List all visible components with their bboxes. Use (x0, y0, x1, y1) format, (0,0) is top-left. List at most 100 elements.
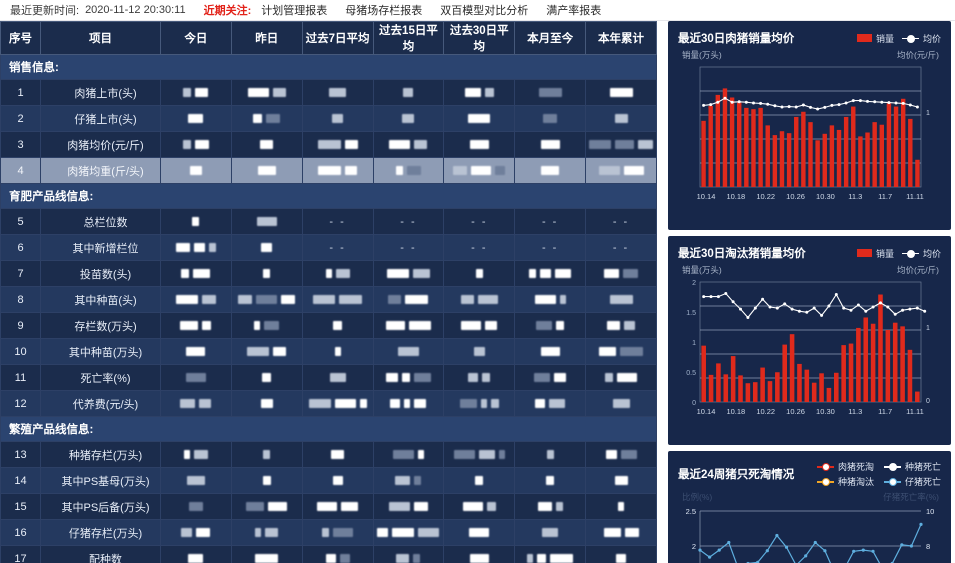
table-cell[interactable] (372, 467, 445, 494)
table-cell[interactable] (443, 286, 516, 313)
table-cell[interactable]: - - (372, 234, 445, 261)
table-cell[interactable]: - - (585, 208, 657, 235)
table-cell[interactable] (585, 390, 657, 417)
table-cell[interactable] (372, 105, 445, 132)
table-cell[interactable] (230, 390, 303, 417)
table-row[interactable]: 10 其中种苗(万头) (0, 338, 657, 365)
table-row[interactable]: 2 仔猪上市(头) (0, 105, 657, 132)
table-cell[interactable] (230, 441, 303, 468)
table-cell[interactable] (301, 286, 374, 313)
table-cell[interactable] (443, 157, 516, 184)
table-cell[interactable] (160, 286, 232, 313)
table-row[interactable]: 9 存栏数(万头) (0, 312, 657, 339)
table-cell[interactable] (301, 312, 374, 339)
table-cell[interactable] (160, 493, 232, 520)
table-row[interactable]: 1 肉猪上市(头) (0, 79, 657, 106)
table-cell[interactable] (372, 519, 445, 546)
table-cell[interactable] (443, 260, 516, 287)
table-cell[interactable]: - - (443, 234, 516, 261)
table-cell[interactable] (160, 105, 232, 132)
table-cell[interactable] (160, 131, 232, 158)
table-row[interactable]: 15 其中PS后备(万头) (0, 493, 657, 520)
table-cell[interactable] (585, 105, 657, 132)
table-cell[interactable] (230, 493, 303, 520)
table-cell[interactable] (514, 493, 587, 520)
chart3-legend-breeder-death[interactable]: 种猪死亡 (883, 460, 941, 473)
table-cell[interactable] (443, 312, 516, 339)
table-cell[interactable] (230, 157, 303, 184)
table-cell[interactable] (514, 286, 587, 313)
table-row[interactable]: 7 投苗数(头) (0, 260, 657, 287)
table-row[interactable]: 11 死亡率(%) (0, 364, 657, 391)
table-cell[interactable] (443, 131, 516, 158)
table-cell[interactable] (514, 157, 587, 184)
table-cell[interactable] (160, 545, 232, 563)
link-full-capacity-rate-report[interactable]: 满产率报表 (546, 5, 602, 17)
table-cell[interactable] (301, 105, 374, 132)
table-cell[interactable] (160, 519, 232, 546)
table-cell[interactable] (230, 545, 303, 563)
table-cell[interactable] (514, 105, 587, 132)
metrics-table-panel[interactable]: 序号 项目 今日 昨日 过去7日平均 过去15日平均 过去30日平均 本月至今 … (0, 21, 660, 563)
table-cell[interactable] (585, 260, 657, 287)
table-cell[interactable] (160, 338, 232, 365)
table-cell[interactable]: - - (514, 234, 587, 261)
table-cell[interactable] (230, 467, 303, 494)
table-cell[interactable] (443, 390, 516, 417)
table-cell[interactable] (301, 519, 374, 546)
table-cell[interactable]: - - (585, 234, 657, 261)
table-cell[interactable]: - - (372, 208, 445, 235)
table-cell[interactable] (301, 260, 374, 287)
table-cell[interactable] (160, 467, 232, 494)
chart3-legend-piglet-death[interactable]: 仔猪死亡 (883, 475, 941, 488)
table-row[interactable]: 6 其中新增栏位 - - - - - - - - - - (0, 234, 657, 261)
table-cell[interactable] (585, 131, 657, 158)
table-row[interactable]: 16 仔猪存栏(万头) (0, 519, 657, 546)
table-cell[interactable] (160, 390, 232, 417)
chart2-legend-volume[interactable]: 销量 (856, 247, 894, 260)
table-row[interactable]: 13 种猪存栏(万头) (0, 441, 657, 468)
table-cell[interactable] (301, 79, 374, 106)
table-cell[interactable] (372, 157, 445, 184)
table-cell[interactable] (514, 545, 587, 563)
table-cell[interactable] (301, 545, 374, 563)
table-cell[interactable] (514, 467, 587, 494)
table-cell[interactable] (372, 79, 445, 106)
table-cell[interactable] (301, 493, 374, 520)
table-cell[interactable] (514, 338, 587, 365)
table-cell[interactable] (160, 79, 232, 106)
table-row[interactable]: 3 肉猪均价(元/斤) (0, 131, 657, 158)
table-cell[interactable] (301, 157, 374, 184)
table-cell[interactable] (372, 364, 445, 391)
table-cell[interactable] (372, 131, 445, 158)
table-cell[interactable] (443, 364, 516, 391)
table-cell[interactable] (372, 493, 445, 520)
table-cell[interactable] (443, 79, 516, 106)
table-cell[interactable] (230, 79, 303, 106)
table-cell[interactable] (514, 390, 587, 417)
table-cell[interactable] (372, 260, 445, 287)
table-row[interactable]: 4 肉猪均重(斤/头) (0, 157, 657, 184)
table-cell[interactable] (230, 364, 303, 391)
table-cell[interactable] (585, 519, 657, 546)
table-cell[interactable] (230, 286, 303, 313)
table-cell[interactable] (372, 286, 445, 313)
table-cell[interactable] (585, 467, 657, 494)
table-cell[interactable] (301, 131, 374, 158)
table-cell[interactable] (443, 105, 516, 132)
link-plan-management-report[interactable]: 计划管理报表 (261, 5, 328, 17)
table-cell[interactable] (372, 338, 445, 365)
table-cell[interactable] (514, 441, 587, 468)
table-cell[interactable] (585, 441, 657, 468)
chart1-legend-price[interactable]: 均价 (901, 32, 941, 45)
table-cell[interactable] (585, 312, 657, 339)
table-cell[interactable] (160, 441, 232, 468)
table-row[interactable]: 14 其中PS基母(万头) (0, 467, 657, 494)
table-cell[interactable] (585, 493, 657, 520)
table-cell[interactable]: - - (514, 208, 587, 235)
table-cell[interactable] (372, 390, 445, 417)
table-cell[interactable] (301, 364, 374, 391)
table-cell[interactable] (160, 260, 232, 287)
chart2-legend-price[interactable]: 均价 (901, 247, 941, 260)
table-cell[interactable] (230, 338, 303, 365)
